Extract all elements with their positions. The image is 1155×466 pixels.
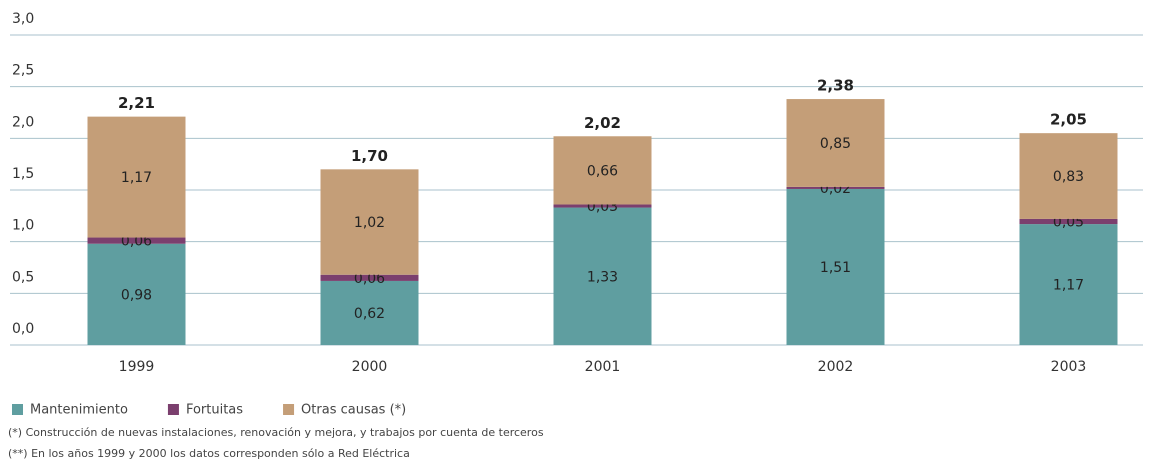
y-tick-label: 1,0 <box>12 218 34 234</box>
total-label: 2,05 <box>1050 111 1087 129</box>
bar-segment <box>320 280 419 345</box>
segment-label: 0,85 <box>820 136 851 152</box>
bar-segment <box>1019 224 1118 345</box>
x-tick-label: 2003 <box>1051 359 1087 375</box>
segment-label: 0,62 <box>354 306 385 322</box>
bar-segment <box>553 207 652 345</box>
total-label: 2,38 <box>817 77 854 95</box>
legend-label: Fortuitas <box>186 403 243 418</box>
y-tick-label: 1,5 <box>12 166 34 182</box>
footnote: (**) En los años 1999 y 2000 los datos c… <box>8 447 410 460</box>
total-label: 1,70 <box>351 147 388 165</box>
bar-segment <box>1019 133 1118 219</box>
x-tick-label: 2002 <box>818 359 854 375</box>
bar-segment <box>87 243 186 345</box>
segment-label: 0,98 <box>121 287 152 303</box>
y-tick-label: 0,5 <box>12 269 34 285</box>
segment-label: 0,83 <box>1053 169 1084 185</box>
segment-label: 0,06 <box>354 271 385 287</box>
legend-label: Otras causas (*) <box>301 403 406 418</box>
x-tick-label: 2001 <box>585 359 621 375</box>
bar-segment <box>786 99 885 187</box>
legend-swatch <box>12 404 23 415</box>
x-tick-label: 2000 <box>352 359 388 375</box>
legend-swatch <box>283 404 295 415</box>
segment-label: 0,66 <box>587 163 618 179</box>
segment-label: 1,51 <box>820 260 851 276</box>
y-tick-label: 0,0 <box>12 321 34 337</box>
segment-label: 1,02 <box>354 215 385 231</box>
segment-label: 1,33 <box>587 269 618 285</box>
total-label: 2,02 <box>584 114 621 132</box>
y-tick-label: 2,0 <box>12 114 34 130</box>
legend-label: Mantenimiento <box>30 403 128 418</box>
y-tick-label: 2,5 <box>12 63 34 79</box>
total-label: 2,21 <box>118 94 155 112</box>
bar-segment <box>553 136 652 205</box>
bar-segment <box>320 274 419 281</box>
bar-segment <box>553 204 652 208</box>
segment-label: 0,06 <box>121 234 152 250</box>
bar-segment <box>1019 218 1118 225</box>
legend-swatch <box>167 404 179 415</box>
segment-label: 1,17 <box>121 170 152 186</box>
segment-label: 1,17 <box>1053 278 1084 294</box>
bar-segment <box>87 237 186 244</box>
footnote: (*) Construcción de nuevas instalaciones… <box>8 426 544 439</box>
bar-segment <box>786 188 885 345</box>
x-tick-label: 1999 <box>119 359 155 375</box>
y-tick-label: 3,0 <box>12 11 34 27</box>
bar-segment <box>87 116 186 238</box>
bar-segment <box>786 186 885 189</box>
bar-segment <box>320 169 419 275</box>
